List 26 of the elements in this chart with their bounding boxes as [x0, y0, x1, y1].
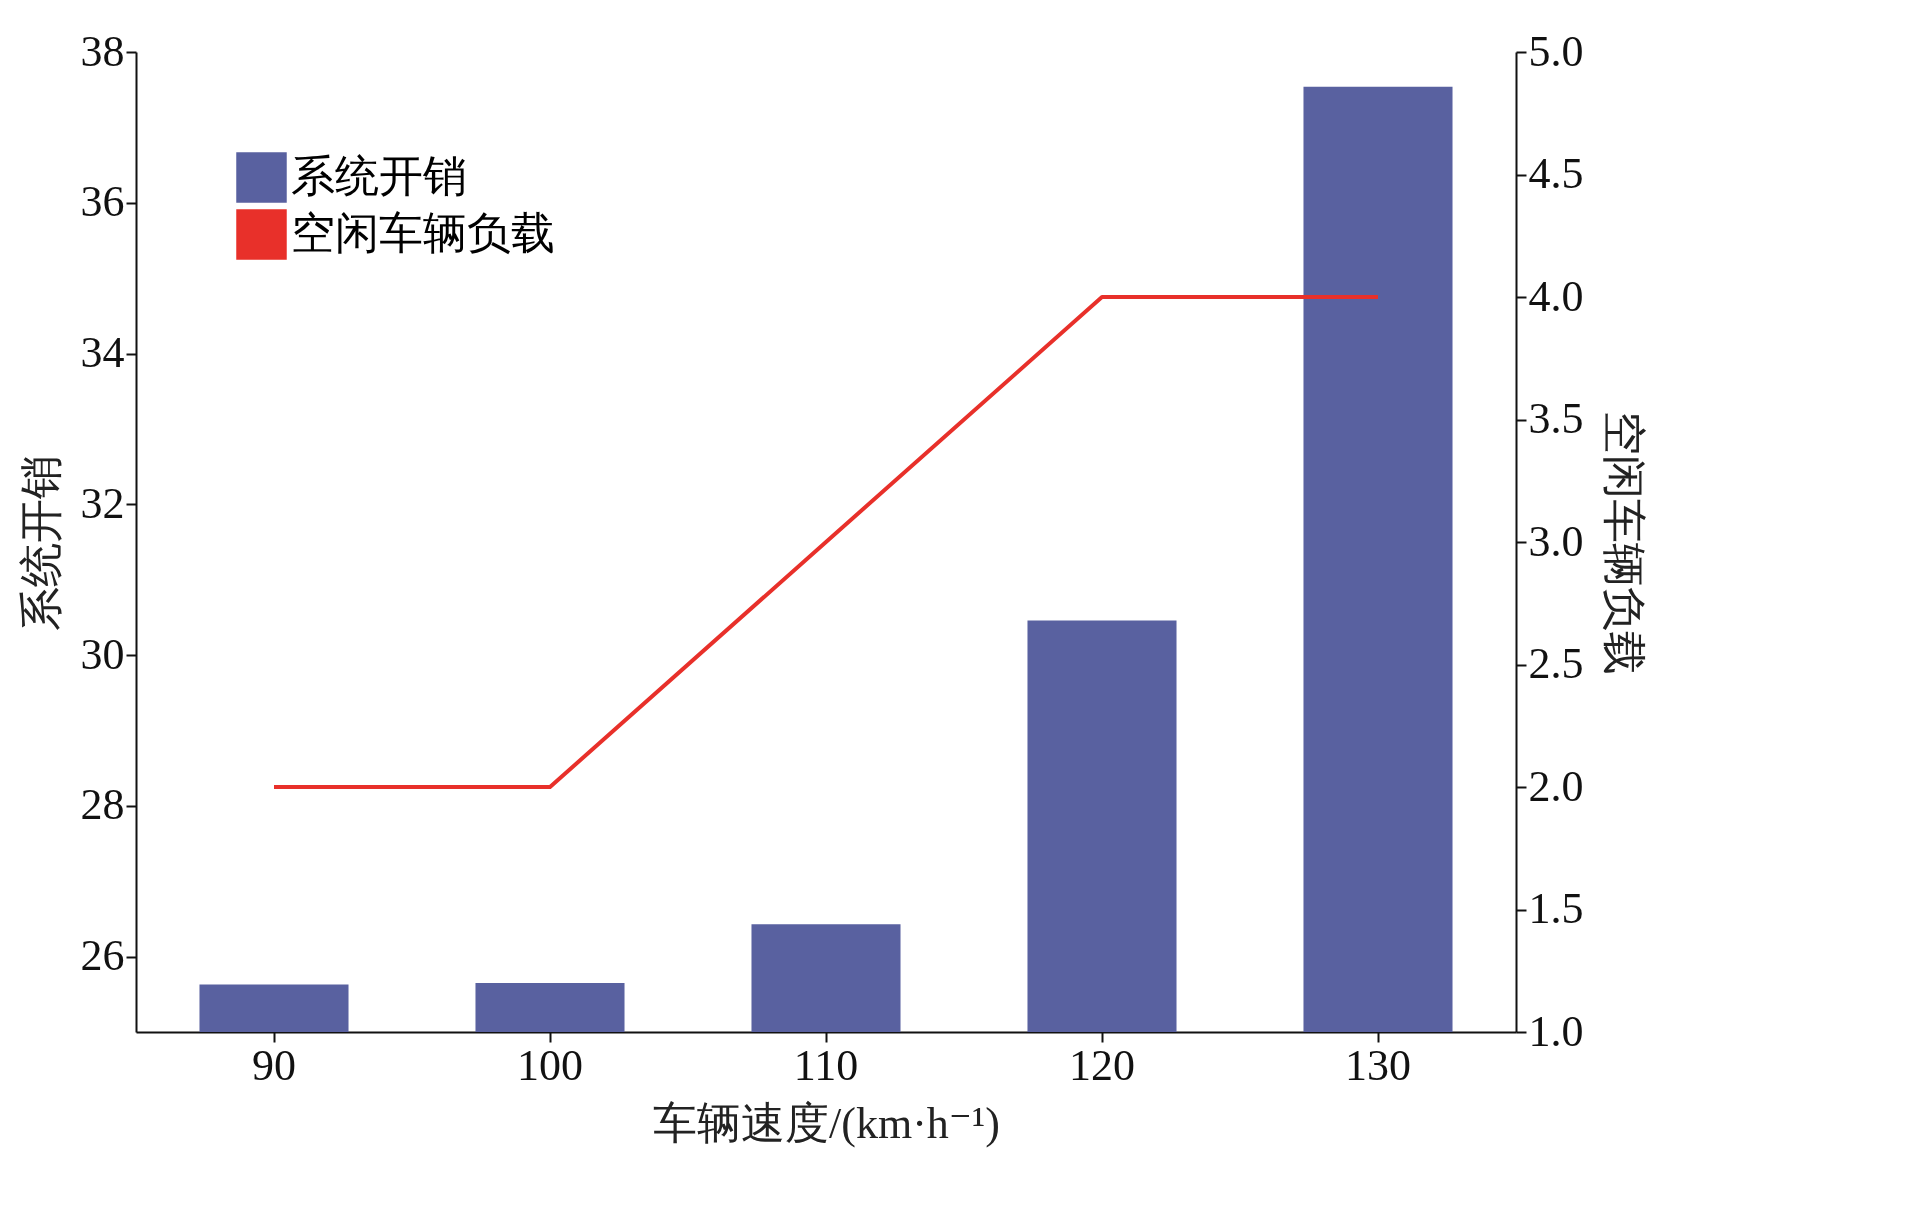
x-tick-label: 110 [793, 1040, 859, 1090]
y2-tick-label: 1.5 [1528, 884, 1584, 933]
y-tick-label: 38 [80, 26, 125, 76]
y2-tick-label: 4.0 [1528, 271, 1584, 321]
y-tick-label: 26 [80, 931, 125, 981]
legend-label: 系统开销 [291, 151, 467, 201]
y-tick-label: 30 [80, 629, 125, 679]
y2-tick-label: 3.0 [1528, 516, 1584, 566]
y2-tick-label: 5.0 [1528, 26, 1584, 76]
x-tick-label: 90 [252, 1040, 296, 1090]
y2-tick-label: 2.0 [1528, 761, 1584, 811]
x-tick-label: 130 [1345, 1040, 1411, 1090]
x-axis-title: 车辆速度/(km·h⁻¹) [653, 1098, 1000, 1148]
y-tick-label: 28 [80, 780, 125, 830]
x-tick-label: 100 [517, 1040, 583, 1090]
y-axis-title: 系统开销 [16, 454, 66, 631]
y-tick-label: 32 [80, 478, 125, 528]
y2-tick-label: 1.0 [1528, 1006, 1584, 1056]
x-tick-label: 120 [1069, 1040, 1135, 1090]
y-tick-label: 34 [80, 328, 125, 378]
y2-tick-label: 2.5 [1528, 639, 1584, 688]
y2-axis-title: 空闲车辆负载 [1598, 410, 1648, 675]
legend-label: 空闲车辆负载 [291, 208, 555, 258]
y2-tick-label: 3.5 [1528, 394, 1584, 443]
y-tick-label: 36 [80, 177, 125, 227]
y2-tick-label: 4.5 [1528, 149, 1584, 198]
